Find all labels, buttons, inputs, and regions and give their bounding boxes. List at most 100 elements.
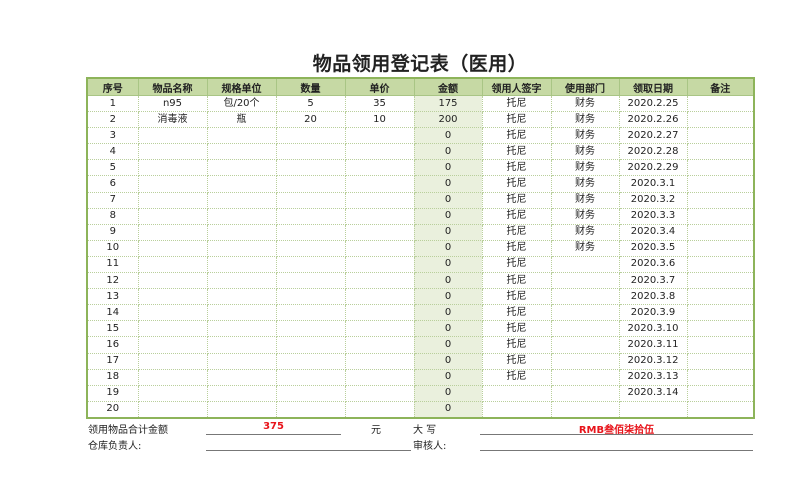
- table-cell[interactable]: 2020.3.7: [618, 272, 688, 290]
- table-cell[interactable]: [137, 368, 208, 386]
- table-cell[interactable]: 托尼: [481, 368, 552, 386]
- table-cell[interactable]: [137, 159, 208, 177]
- table-cell[interactable]: [344, 191, 415, 209]
- table-cell[interactable]: [344, 352, 415, 370]
- table-cell[interactable]: 2020.3.1: [618, 175, 688, 193]
- table-cell[interactable]: 财务: [550, 127, 620, 145]
- table-cell[interactable]: 财务: [550, 223, 620, 241]
- table-cell[interactable]: [344, 127, 415, 145]
- table-cell[interactable]: [686, 239, 755, 257]
- table-cell[interactable]: 托尼: [481, 223, 552, 241]
- table-cell[interactable]: [206, 272, 277, 290]
- table-cell[interactable]: [137, 239, 208, 257]
- table-cell[interactable]: 财务: [550, 143, 620, 161]
- table-cell[interactable]: [550, 336, 620, 354]
- table-cell[interactable]: [137, 223, 208, 241]
- table-cell[interactable]: [686, 127, 755, 145]
- table-cell[interactable]: [686, 143, 755, 161]
- table-cell[interactable]: 托尼: [481, 352, 552, 370]
- table-cell[interactable]: 2020.3.5: [618, 239, 688, 257]
- table-cell[interactable]: [275, 207, 346, 225]
- table-cell[interactable]: [275, 384, 346, 402]
- table-cell[interactable]: 0: [413, 255, 483, 274]
- table-cell[interactable]: [686, 191, 755, 209]
- table-cell[interactable]: 财务: [550, 111, 620, 129]
- table-cell[interactable]: 2020.2.28: [618, 143, 688, 161]
- table-cell[interactable]: [206, 239, 277, 257]
- table-cell[interactable]: [344, 255, 415, 274]
- table-cell[interactable]: [275, 400, 346, 419]
- table-cell[interactable]: [275, 352, 346, 370]
- table-cell[interactable]: [686, 336, 755, 354]
- table-cell[interactable]: 托尼: [481, 239, 552, 257]
- table-cell[interactable]: 财务: [550, 191, 620, 209]
- table-cell[interactable]: [137, 384, 208, 402]
- table-cell[interactable]: 财务: [550, 207, 620, 225]
- table-cell[interactable]: [686, 368, 755, 386]
- table-cell[interactable]: 0: [413, 223, 483, 241]
- table-cell[interactable]: [481, 400, 552, 419]
- table-cell[interactable]: 0: [413, 400, 483, 419]
- table-cell[interactable]: 0: [413, 191, 483, 209]
- table-cell[interactable]: [344, 239, 415, 257]
- table-cell[interactable]: 2020.3.10: [618, 320, 688, 338]
- table-cell[interactable]: [344, 336, 415, 354]
- table-cell[interactable]: [275, 191, 346, 209]
- table-cell[interactable]: [686, 207, 755, 225]
- table-cell[interactable]: [206, 320, 277, 338]
- table-cell[interactable]: 12: [86, 272, 139, 290]
- table-cell[interactable]: 2020.3.11: [618, 336, 688, 354]
- table-cell[interactable]: [686, 272, 755, 290]
- table-cell[interactable]: [344, 400, 415, 419]
- table-cell[interactable]: 19: [86, 384, 139, 402]
- table-cell[interactable]: 0: [413, 207, 483, 225]
- table-cell[interactable]: 2020.2.27: [618, 127, 688, 145]
- table-cell[interactable]: [550, 288, 620, 306]
- table-cell[interactable]: [137, 272, 208, 290]
- table-cell[interactable]: [206, 368, 277, 386]
- table-cell[interactable]: 2020.3.4: [618, 223, 688, 241]
- table-cell[interactable]: 2020.3.12: [618, 352, 688, 370]
- table-cell[interactable]: [275, 272, 346, 290]
- table-cell[interactable]: n95: [137, 94, 208, 113]
- warehouse-underline[interactable]: [206, 450, 411, 451]
- table-cell[interactable]: 16: [86, 336, 139, 354]
- table-cell[interactable]: 托尼: [481, 320, 552, 338]
- table-cell[interactable]: [275, 127, 346, 145]
- reviewer-underline[interactable]: [480, 450, 753, 451]
- table-cell[interactable]: 20: [275, 111, 346, 129]
- table-cell[interactable]: [275, 143, 346, 161]
- table-cell[interactable]: 5: [86, 159, 139, 177]
- table-cell[interactable]: [344, 159, 415, 177]
- table-cell[interactable]: [275, 159, 346, 177]
- table-cell[interactable]: [344, 384, 415, 402]
- table-cell[interactable]: [275, 288, 346, 306]
- table-cell[interactable]: 2020.3.2: [618, 191, 688, 209]
- table-cell[interactable]: [137, 255, 208, 274]
- table-cell[interactable]: 8: [86, 207, 139, 225]
- table-cell[interactable]: 0: [413, 368, 483, 386]
- table-cell[interactable]: [137, 288, 208, 306]
- table-cell[interactable]: 0: [413, 336, 483, 354]
- table-cell[interactable]: 17: [86, 352, 139, 370]
- table-cell[interactable]: [344, 207, 415, 225]
- table-cell[interactable]: 0: [413, 352, 483, 370]
- table-cell[interactable]: 2020.3.13: [618, 368, 688, 386]
- table-cell[interactable]: [137, 175, 208, 193]
- table-cell[interactable]: [344, 320, 415, 338]
- table-cell[interactable]: [686, 223, 755, 241]
- table-cell[interactable]: 2020.3.14: [618, 384, 688, 402]
- table-cell[interactable]: 0: [413, 288, 483, 306]
- table-cell[interactable]: 2020.2.25: [618, 94, 688, 113]
- table-cell[interactable]: [686, 288, 755, 306]
- table-cell[interactable]: 托尼: [481, 127, 552, 145]
- table-cell[interactable]: 瓶: [206, 111, 277, 129]
- table-cell[interactable]: 0: [413, 159, 483, 177]
- table-cell[interactable]: 18: [86, 368, 139, 386]
- table-cell[interactable]: 托尼: [481, 191, 552, 209]
- table-cell[interactable]: 175: [413, 94, 483, 113]
- table-cell[interactable]: [137, 191, 208, 209]
- table-cell[interactable]: 6: [86, 175, 139, 193]
- table-cell[interactable]: [137, 336, 208, 354]
- table-cell[interactable]: [137, 207, 208, 225]
